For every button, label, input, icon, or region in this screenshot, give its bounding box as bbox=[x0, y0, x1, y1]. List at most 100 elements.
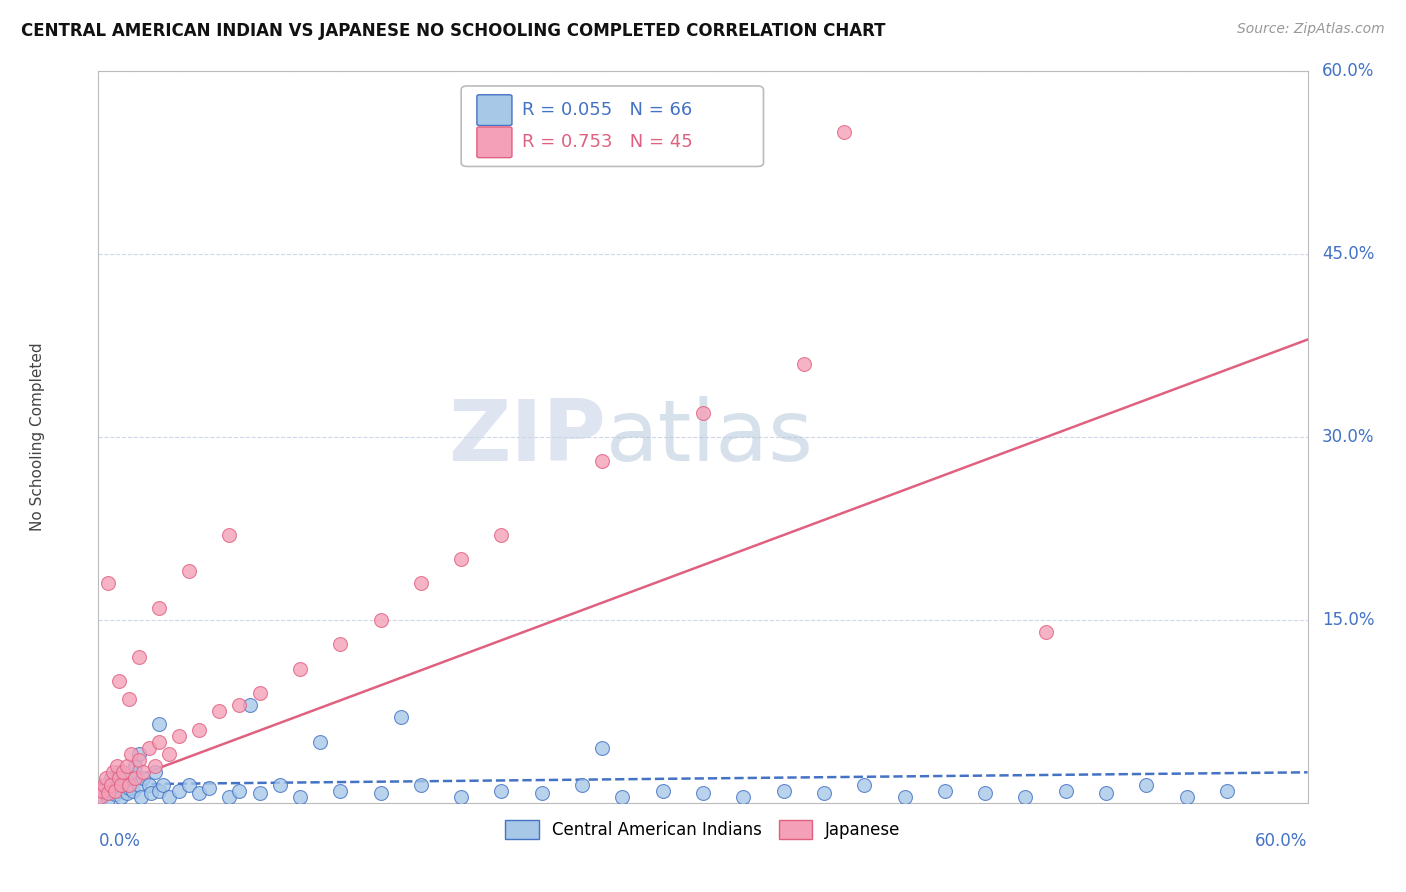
Point bbox=[772, 783, 794, 797]
Point bbox=[188, 786, 211, 800]
Point bbox=[571, 778, 593, 792]
Point bbox=[129, 789, 152, 804]
Point bbox=[370, 613, 392, 627]
Point bbox=[138, 778, 160, 792]
Point bbox=[329, 637, 352, 651]
FancyBboxPatch shape bbox=[477, 95, 512, 126]
Point bbox=[103, 783, 125, 797]
Point bbox=[124, 759, 146, 773]
Point bbox=[692, 786, 714, 800]
Point bbox=[228, 783, 250, 797]
Point bbox=[1035, 625, 1057, 640]
Point bbox=[89, 789, 111, 804]
Point bbox=[491, 527, 513, 541]
Text: atlas: atlas bbox=[606, 395, 814, 479]
Text: Source: ZipAtlas.com: Source: ZipAtlas.com bbox=[1237, 22, 1385, 37]
Point bbox=[409, 778, 432, 792]
Text: 30.0%: 30.0% bbox=[1322, 428, 1375, 446]
Point bbox=[105, 759, 128, 773]
Point bbox=[97, 792, 120, 806]
Point bbox=[132, 772, 155, 786]
Point bbox=[103, 787, 125, 801]
Point bbox=[167, 729, 190, 743]
Point bbox=[1054, 783, 1077, 797]
Point bbox=[128, 747, 150, 761]
Point bbox=[148, 600, 170, 615]
Point bbox=[118, 778, 141, 792]
Text: 0.0%: 0.0% bbox=[98, 832, 141, 850]
Point bbox=[111, 778, 134, 792]
Point bbox=[115, 786, 138, 800]
Point bbox=[893, 789, 915, 804]
Point bbox=[370, 786, 392, 800]
Point bbox=[148, 783, 170, 797]
Point bbox=[110, 778, 132, 792]
Point bbox=[288, 662, 311, 676]
Point bbox=[128, 753, 150, 767]
Point bbox=[157, 747, 180, 761]
Point bbox=[120, 747, 142, 761]
Point bbox=[121, 783, 143, 797]
Text: 60.0%: 60.0% bbox=[1256, 832, 1308, 850]
Legend: Central American Indians, Japanese: Central American Indians, Japanese bbox=[499, 814, 907, 846]
Point bbox=[118, 692, 141, 706]
Point bbox=[143, 759, 166, 773]
Point bbox=[96, 786, 118, 800]
Point bbox=[97, 576, 120, 591]
Text: 60.0%: 60.0% bbox=[1322, 62, 1375, 80]
Point bbox=[1014, 789, 1036, 804]
Point bbox=[793, 357, 815, 371]
Point bbox=[530, 786, 553, 800]
Point bbox=[218, 527, 240, 541]
Point bbox=[148, 716, 170, 731]
Point bbox=[1135, 778, 1157, 792]
FancyBboxPatch shape bbox=[461, 86, 763, 167]
Point bbox=[152, 778, 174, 792]
Point bbox=[733, 789, 755, 804]
Point bbox=[167, 783, 190, 797]
Point bbox=[107, 783, 129, 797]
Point bbox=[143, 765, 166, 780]
Point bbox=[1095, 786, 1118, 800]
Point bbox=[450, 789, 472, 804]
Text: 15.0%: 15.0% bbox=[1322, 611, 1375, 629]
Point bbox=[853, 778, 876, 792]
Text: R = 0.753   N = 45: R = 0.753 N = 45 bbox=[522, 133, 692, 152]
Point bbox=[974, 786, 997, 800]
Point bbox=[591, 740, 613, 755]
Point bbox=[96, 772, 118, 786]
Point bbox=[118, 781, 141, 796]
Point bbox=[101, 781, 124, 796]
Point bbox=[100, 772, 122, 786]
Point bbox=[107, 673, 129, 688]
Text: 45.0%: 45.0% bbox=[1322, 245, 1375, 263]
Point bbox=[111, 765, 134, 780]
Point bbox=[97, 778, 120, 792]
Point bbox=[91, 783, 114, 797]
Text: R = 0.055   N = 66: R = 0.055 N = 66 bbox=[522, 101, 692, 120]
Point bbox=[591, 454, 613, 468]
Point bbox=[309, 735, 332, 749]
Point bbox=[128, 649, 150, 664]
Point bbox=[612, 789, 634, 804]
Point bbox=[105, 773, 128, 788]
Point bbox=[450, 552, 472, 566]
Point bbox=[269, 778, 291, 792]
Point bbox=[148, 735, 170, 749]
Point bbox=[813, 786, 835, 800]
Point bbox=[124, 772, 146, 786]
Point bbox=[100, 778, 122, 792]
Point bbox=[107, 765, 129, 780]
Point bbox=[651, 783, 673, 797]
Point bbox=[120, 765, 142, 780]
Point bbox=[288, 789, 311, 804]
Point bbox=[138, 740, 160, 755]
Point bbox=[93, 778, 115, 792]
Point bbox=[128, 778, 150, 792]
Point bbox=[93, 783, 115, 797]
Point bbox=[409, 576, 432, 591]
Point bbox=[198, 781, 221, 796]
FancyBboxPatch shape bbox=[477, 127, 512, 158]
Text: ZIP: ZIP bbox=[449, 395, 606, 479]
Point bbox=[208, 705, 231, 719]
